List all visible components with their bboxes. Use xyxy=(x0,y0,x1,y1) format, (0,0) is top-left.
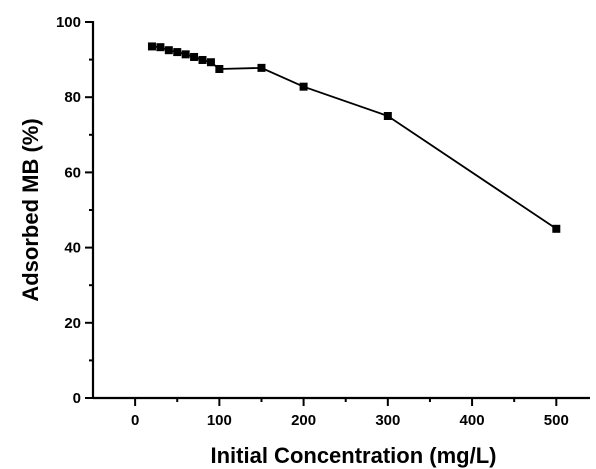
y-tick-label: 60 xyxy=(64,164,81,181)
data-point-marker xyxy=(299,82,308,91)
plot-area: 0 20 40 60 80 100 0 100 200 300 400 500 xyxy=(56,14,590,429)
y-tick-label: 40 xyxy=(64,240,81,257)
x-axis-title: Initial Concentration (mg/L) xyxy=(211,443,497,468)
y-tick-label: 80 xyxy=(64,89,81,106)
x-tick-label: 300 xyxy=(375,412,400,429)
y-tick-label: 20 xyxy=(64,315,81,332)
data-point-marker xyxy=(173,48,182,57)
data-point-marker xyxy=(198,55,207,64)
y-axis-title: Adsorbed MB (%) xyxy=(18,118,43,301)
x-axis-ticks: 0 100 200 300 400 500 xyxy=(131,398,569,429)
series-layer xyxy=(147,42,561,233)
x-tick-label: 0 xyxy=(131,412,139,429)
data-point-marker xyxy=(164,46,173,55)
y-tick-label: 100 xyxy=(56,14,81,31)
x-tick-label: 400 xyxy=(460,412,485,429)
data-point-marker xyxy=(206,58,215,67)
data-point-marker xyxy=(383,112,392,120)
y-tick-label: 0 xyxy=(73,390,81,407)
x-tick-label: 500 xyxy=(544,412,569,429)
y-axis-ticks: 0 20 40 60 80 100 xyxy=(56,14,93,407)
data-point-marker xyxy=(156,43,165,52)
data-point-marker xyxy=(257,63,266,72)
x-tick-label: 100 xyxy=(207,412,232,429)
data-point-marker xyxy=(181,50,190,59)
data-point-marker xyxy=(215,65,224,73)
x-tick-label: 200 xyxy=(291,412,316,429)
data-point-marker xyxy=(147,42,156,51)
series-line xyxy=(151,45,557,230)
data-point-marker xyxy=(190,52,199,61)
data-point-marker xyxy=(552,224,561,233)
